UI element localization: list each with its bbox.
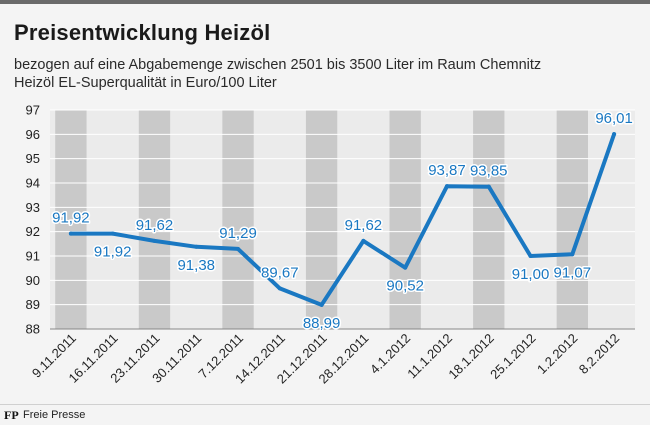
y-tick-label: 91 <box>26 249 40 264</box>
category-band <box>389 110 421 329</box>
x-tick-label: 1.2.2012 <box>534 331 580 377</box>
chart-title: Preisentwicklung Heizöl <box>14 20 271 45</box>
data-point <box>361 238 366 243</box>
data-label: 90,52 <box>386 278 424 295</box>
data-label: 89,67 <box>261 264 299 281</box>
y-tick-label: 97 <box>26 103 40 118</box>
data-point <box>68 231 73 236</box>
data-label: 91,07 <box>554 264 592 281</box>
data-point <box>486 184 491 189</box>
category-band <box>55 110 87 329</box>
publisher-logo: FP <box>4 408 19 422</box>
data-label: 91,62 <box>345 217 383 234</box>
top-rule <box>0 0 650 4</box>
category-band <box>305 110 338 329</box>
data-label: 93,87 <box>428 162 466 179</box>
data-point <box>612 132 617 137</box>
data-label: 91,92 <box>94 244 132 261</box>
data-point <box>277 286 282 291</box>
y-tick-label: 88 <box>26 322 40 337</box>
y-tick-label: 90 <box>26 273 40 288</box>
y-tick-label: 93 <box>26 200 40 215</box>
y-tick-label: 94 <box>26 176 40 191</box>
data-point <box>236 246 241 251</box>
x-tick-label: 25.1.2012 <box>487 331 539 383</box>
data-point <box>528 254 533 258</box>
data-point <box>444 184 449 189</box>
data-label: 91,29 <box>219 225 257 242</box>
footer: FP Freie Presse <box>0 404 650 425</box>
data-point <box>319 302 324 307</box>
data-point <box>194 244 199 249</box>
series-line <box>68 132 617 307</box>
category-band <box>473 110 505 329</box>
category-band <box>138 110 171 329</box>
data-label: 91,92 <box>52 210 90 227</box>
y-tick-label: 95 <box>26 151 40 166</box>
y-tick-label: 96 <box>26 127 40 142</box>
data-label: 91,00 <box>512 266 550 283</box>
data-label: 96,01 <box>595 110 633 127</box>
data-label: 93,85 <box>470 163 508 180</box>
data-label: 91,38 <box>177 257 215 274</box>
data-label: 88,99 <box>303 315 341 332</box>
data-point <box>152 238 157 243</box>
y-tick-label: 89 <box>26 297 40 312</box>
chart-subtitle: bezogen auf eine Abgabemenge zwischen 25… <box>14 57 542 73</box>
data-point <box>570 252 575 257</box>
line-chart: 888990919293949596979.11.201116.11.20112… <box>26 103 635 386</box>
x-tick-label: 8.2.2012 <box>576 331 622 377</box>
category-band <box>222 110 254 329</box>
source-label: Freie Presse <box>23 409 86 421</box>
chart-unit-note: Heizöl EL-Superqualität in Euro/100 Lite… <box>14 75 277 91</box>
data-label: 91,62 <box>136 217 174 234</box>
y-tick-label: 92 <box>26 224 40 239</box>
data-point <box>110 231 115 236</box>
data-point <box>403 265 408 270</box>
